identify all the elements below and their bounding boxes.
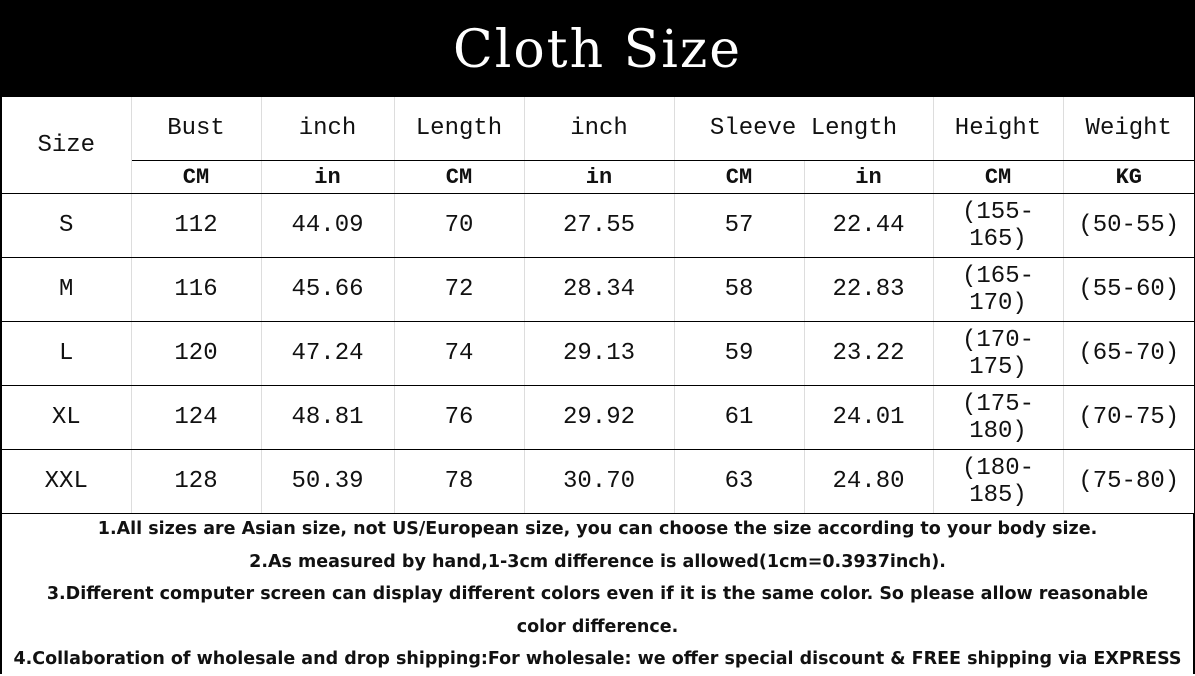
- size-label: S: [0, 193, 132, 258]
- table-cell: 74: [393, 321, 525, 386]
- table-cell: 27.55: [523, 193, 675, 258]
- table-cell: 112: [130, 193, 262, 258]
- header-length: Length: [393, 97, 525, 161]
- notes: 1.All sizes are Asian size, not US/Europ…: [0, 513, 1195, 674]
- unit-row: CM in CM in CM in CM KG: [1, 160, 1195, 194]
- table-cell: 29.92: [523, 385, 675, 450]
- table-cell: 59: [673, 321, 805, 386]
- table-cell: 23.22: [803, 321, 934, 386]
- table-cell: 128: [130, 449, 262, 514]
- table-cell: 29.13: [523, 321, 675, 386]
- note-3: 3.Different computer screen can display …: [46, 584, 1149, 637]
- unit-cell: in: [260, 160, 395, 194]
- size-label: M: [0, 257, 132, 322]
- table-cell: (170-175): [932, 321, 1064, 386]
- table-cell: (155-165): [932, 193, 1064, 258]
- unit-cell: in: [523, 160, 675, 194]
- table-cell: 22.83: [803, 257, 934, 322]
- table-cell: 47.24: [260, 321, 395, 386]
- table-cell: 120: [130, 321, 262, 386]
- size-label: L: [0, 321, 132, 386]
- table-cell: 70: [393, 193, 525, 258]
- table-row: XXL 128 50.39 78 30.70 63 24.80 (180-185) (75-80…: [0, 449, 1195, 514]
- table-cell: (180-185): [932, 449, 1064, 514]
- table-cell: (65-70): [1062, 321, 1195, 386]
- size-label: XL: [0, 385, 132, 450]
- header-bust: Bust: [130, 97, 262, 161]
- header-height: Height: [932, 97, 1064, 161]
- table-cell: 22.44: [803, 193, 934, 258]
- table-cell: 24.01: [803, 385, 934, 450]
- table-cell: 24.80: [803, 449, 934, 514]
- note-4: 4.Collaboration of wholesale and drop sh…: [13, 649, 1182, 669]
- table-cell: (75-80): [1062, 449, 1195, 514]
- size-table: Size Bust inch Length inch Sleeve Length…: [0, 97, 1195, 514]
- table-cell: (70-75): [1062, 385, 1195, 450]
- header-bust-inch: inch: [260, 97, 395, 161]
- table-cell: 116: [130, 257, 262, 322]
- table-cell: 78: [393, 449, 525, 514]
- table-cell: (50-55): [1062, 193, 1195, 258]
- unit-cell: in: [803, 160, 934, 194]
- table-row: S 112 44.09 70 27.55 57 22.44 (155-165) (50-55): [0, 193, 1195, 258]
- header-length-inch: inch: [523, 97, 675, 161]
- header-weight: Weight: [1062, 97, 1195, 161]
- table-cell: 58: [673, 257, 805, 322]
- table-cell: 30.70: [523, 449, 675, 514]
- size-label: XXL: [0, 449, 132, 514]
- note-1: 1.All sizes are Asian size, not US/Europ…: [97, 519, 1098, 539]
- header-sleeve-length: Sleeve Length: [673, 97, 934, 161]
- header-size: Size: [0, 97, 132, 194]
- table-cell: 57: [673, 193, 805, 258]
- header-row: Size Bust inch Length inch Sleeve Length…: [0, 97, 1195, 194]
- unit-cell: KG: [1062, 160, 1195, 194]
- table-cell: 44.09: [260, 193, 395, 258]
- table-cell: (165-170): [932, 257, 1064, 322]
- table-cell: 45.66: [260, 257, 395, 322]
- table-cell: (55-60): [1062, 257, 1195, 322]
- table-cell: 48.81: [260, 385, 395, 450]
- table-row: XL 124 48.81 76 29.92 61 24.01 (175-180) (70-75): [0, 385, 1195, 450]
- table-cell: 63: [673, 449, 805, 514]
- unit-cell: CM: [130, 160, 262, 194]
- table-cell: 61: [673, 385, 805, 450]
- table-row: L 120 47.24 74 29.13 59 23.22 (170-175) (65-70): [0, 321, 1195, 386]
- table-cell: 72: [393, 257, 525, 322]
- page-title: Cloth Size: [0, 0, 1195, 97]
- unit-cell: CM: [393, 160, 525, 194]
- table-row: M 116 45.66 72 28.34 58 22.83 (165-170) (55-60): [0, 257, 1195, 322]
- table-cell: 50.39: [260, 449, 395, 514]
- unit-cell: CM: [932, 160, 1064, 194]
- note-2: 2.As measured by hand,1-3cm difference i…: [249, 551, 946, 572]
- table-cell: 124: [130, 385, 262, 450]
- table-cell: 76: [393, 385, 525, 450]
- unit-cell: CM: [673, 160, 805, 194]
- table-cell: (175-180): [932, 385, 1064, 450]
- table-cell: 28.34: [523, 257, 675, 322]
